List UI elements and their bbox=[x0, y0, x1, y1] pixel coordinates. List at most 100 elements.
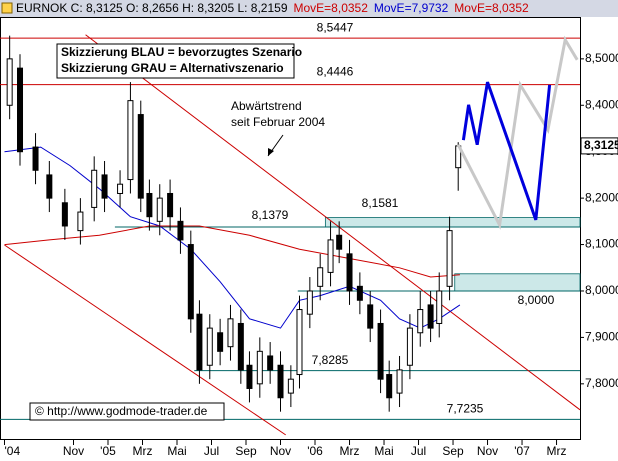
moving-average bbox=[4, 225, 460, 278]
candle-body bbox=[127, 100, 134, 181]
y-tick-label: 7,9000 bbox=[585, 330, 618, 344]
candle-body bbox=[137, 114, 144, 199]
x-tick-label: Jul bbox=[204, 444, 219, 458]
header-icon bbox=[1, 2, 13, 14]
candle-body bbox=[296, 309, 303, 376]
candle-body bbox=[336, 234, 343, 250]
candle-body bbox=[237, 322, 244, 371]
y-tick-label: 8,4000 bbox=[585, 97, 618, 111]
x-tick-label: '06 bbox=[307, 444, 323, 458]
x-tick-label: Mai bbox=[167, 444, 186, 458]
trendline bbox=[85, 34, 581, 411]
x-tick-label: '05 bbox=[100, 444, 116, 458]
candle-body bbox=[217, 332, 224, 352]
header-text: EURNOK C: 8,3125 O: 8,2656 H: 8,3205 L: … bbox=[16, 1, 288, 15]
x-tick-label: '07 bbox=[514, 444, 530, 458]
copyright-box bbox=[29, 402, 225, 421]
x-tick-label: '04 bbox=[4, 444, 20, 458]
header-text: MovE=8,0352 bbox=[454, 1, 529, 15]
trendline bbox=[4, 244, 286, 436]
plot-area: 8,1581 8,5447 8,4446 8,1379 8,0000 7,8285 7,72… bbox=[0, 20, 581, 436]
header-text: MovE=7,9732 bbox=[374, 1, 449, 15]
x-tick-label: Sep bbox=[442, 444, 464, 458]
candle-body bbox=[101, 174, 108, 199]
y-tick-label: 8,0000 bbox=[585, 283, 618, 297]
x-tick-label: Nov bbox=[270, 444, 291, 458]
candle-body bbox=[436, 290, 443, 324]
candle-body bbox=[46, 174, 53, 199]
last-price-box bbox=[580, 137, 618, 155]
trend-note: seit Februar 2004 bbox=[231, 115, 325, 129]
plot-frame bbox=[0, 17, 581, 440]
candle-body bbox=[417, 309, 424, 334]
candle-body bbox=[367, 304, 374, 329]
candle-body bbox=[146, 192, 153, 218]
y-tick-label: 8,5000 bbox=[585, 51, 618, 65]
candle-body bbox=[427, 304, 434, 329]
zone-label: 8,1581 bbox=[362, 196, 399, 210]
candle-body bbox=[156, 197, 163, 222]
x-tick-label: Nov bbox=[63, 444, 84, 458]
candle-body bbox=[17, 67, 24, 153]
scenario-line bbox=[456, 35, 579, 230]
level-label: 8,4446 bbox=[317, 65, 354, 79]
header-text: MovE=8,0352 bbox=[294, 1, 369, 15]
candle-body bbox=[396, 369, 403, 394]
x-tick-label: Mrz bbox=[547, 444, 567, 458]
x-tick-label: Nov bbox=[477, 444, 498, 458]
trend-note: Abwärtstrend bbox=[231, 99, 302, 113]
header-bar bbox=[0, 0, 618, 17]
level-label: 8,0000 bbox=[518, 293, 555, 307]
candle-body bbox=[287, 378, 294, 394]
candle-body bbox=[406, 327, 413, 366]
candle-body bbox=[306, 290, 313, 315]
trend-arrow-head bbox=[268, 148, 274, 156]
x-tick-label: Jul bbox=[411, 444, 426, 458]
candle-body bbox=[356, 285, 363, 301]
candle-body bbox=[32, 146, 39, 171]
x-tick-label: Mrz bbox=[340, 444, 360, 458]
legend-box bbox=[56, 43, 295, 79]
x-tick-label: Mai bbox=[374, 444, 393, 458]
candle-body bbox=[256, 350, 263, 385]
candle-body bbox=[91, 169, 98, 208]
candle-body bbox=[277, 364, 284, 399]
candle-body bbox=[327, 239, 334, 273]
level-label: 8,1379 bbox=[252, 208, 289, 222]
scenario-line bbox=[461, 81, 552, 221]
y-tick-label: 8,1000 bbox=[585, 237, 618, 251]
copyright: © http://www.godmode-trader.de bbox=[35, 404, 208, 418]
zone bbox=[324, 217, 581, 228]
candle-body bbox=[346, 253, 353, 292]
candle-body bbox=[177, 220, 184, 241]
candle-body bbox=[77, 211, 84, 232]
candle-body bbox=[446, 230, 453, 287]
candle-body bbox=[61, 202, 68, 227]
candle-body bbox=[227, 318, 234, 348]
candle-body bbox=[196, 313, 203, 371]
candle-body bbox=[187, 244, 194, 320]
y-tick-label: 8,2000 bbox=[585, 190, 618, 204]
zone bbox=[454, 273, 581, 292]
candle-body bbox=[267, 355, 274, 371]
y-tick-label: 7,8000 bbox=[585, 376, 618, 390]
legend-text: Skizzierung GRAU = Alternativszenario bbox=[61, 61, 284, 75]
candle-body bbox=[317, 267, 324, 287]
annotations: Skizzierung BLAU = bevorzugtes Szenario … bbox=[29, 43, 325, 421]
candle-body bbox=[167, 192, 174, 218]
level-label: 8,5447 bbox=[317, 20, 354, 34]
x-tick-label: Sep bbox=[235, 444, 257, 458]
candle-body bbox=[377, 322, 384, 380]
candle-body bbox=[117, 183, 124, 194]
candle-body bbox=[386, 374, 393, 399]
level-label: 7,7235 bbox=[447, 402, 484, 416]
x-tick-label: Mrz bbox=[132, 444, 152, 458]
legend-text: Skizzierung BLAU = bevorzugtes Szenario bbox=[61, 45, 302, 59]
level-label: 7,8285 bbox=[312, 353, 349, 367]
candle-body bbox=[206, 327, 213, 366]
last-price-label: 8,3125 bbox=[584, 138, 618, 152]
candle-body bbox=[246, 364, 253, 389]
candle-body bbox=[6, 58, 13, 106]
